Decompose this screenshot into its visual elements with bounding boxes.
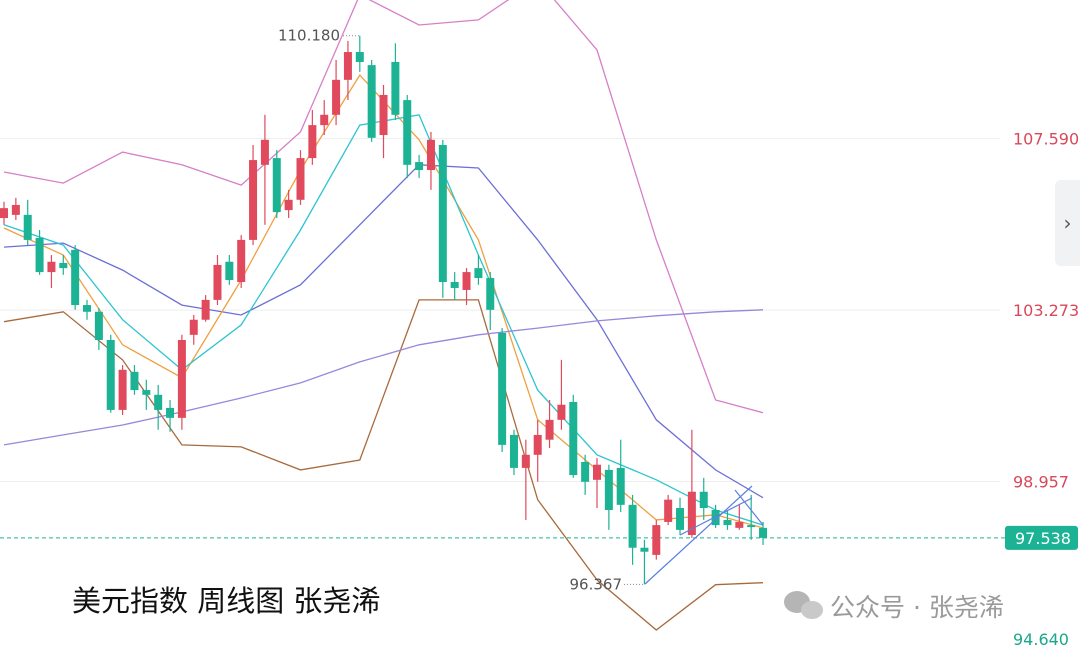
candle-body: [604, 469, 613, 511]
candle-body: [83, 305, 92, 312]
candle-body: [593, 464, 601, 480]
watermark-icon: [784, 591, 823, 619]
candle-body: [403, 100, 412, 165]
trend-line: [679, 497, 753, 536]
last-price-label: 97.538: [1015, 529, 1071, 548]
trend-line: [734, 489, 764, 526]
candle-body: [106, 340, 115, 410]
candle-body: [320, 114, 329, 126]
candle-body: [94, 311, 103, 341]
grid: [0, 138, 1005, 539]
candle-body: [652, 525, 661, 555]
candle-body: [735, 521, 744, 528]
candle-body: [723, 519, 732, 526]
last-price-box: [1005, 525, 1078, 550]
y-tick-label: 103.273: [1013, 301, 1079, 320]
min-label: 96.367: [570, 575, 623, 593]
candle-body: [249, 160, 258, 240]
candle-body: [23, 214, 32, 240]
candle-body: [71, 249, 80, 306]
candle-body: [225, 261, 234, 281]
labels: 107.590 103.273 98.957 94.640 97.538 110.180 9…: [278, 27, 1079, 649]
candle-body: [0, 208, 8, 219]
candles: [0, 35, 768, 585]
candle-body: [426, 139, 435, 171]
candle-body: [699, 491, 708, 509]
trend-line: [644, 485, 753, 585]
candle-body: [486, 278, 495, 310]
y-tick-label: 94.640: [1013, 630, 1069, 649]
y-tick-label: 107.590: [1013, 130, 1079, 149]
candle-body: [332, 79, 341, 115]
candle-body: [509, 434, 518, 468]
candle-body: [296, 158, 305, 200]
candle-body: [438, 144, 447, 283]
candle-body: [308, 125, 317, 159]
candle-body: [237, 239, 246, 283]
candle-body: [569, 401, 578, 476]
candle-body: [581, 461, 590, 482]
candle-body: [284, 199, 293, 211]
candle-body: [676, 508, 685, 530]
candle-body: [11, 204, 20, 215]
candle-body: [462, 272, 471, 290]
indicator-line: [3, 74, 764, 529]
expand-panel-button[interactable]: ›: [1055, 180, 1080, 266]
candle-body: [521, 454, 530, 468]
candle-body: [47, 261, 56, 273]
candle-body: [142, 390, 151, 395]
caption: 美元指数 周线图 张尧浠: [72, 584, 380, 618]
candle-body: [154, 394, 163, 410]
candle-body: [272, 158, 281, 213]
candle-body: [177, 340, 186, 418]
indicator-line: [3, 0, 764, 414]
candle-body: [711, 510, 720, 526]
candle-body: [640, 547, 649, 552]
candle-body: [474, 268, 483, 279]
candle-body: [260, 139, 269, 165]
max-label: 110.180: [278, 27, 340, 45]
candle-body: [343, 52, 352, 80]
candle-body: [533, 434, 542, 455]
candle-body: [450, 282, 459, 288]
candle-body: [616, 467, 625, 505]
y-tick-label: 98.957: [1013, 473, 1069, 492]
candle-body: [189, 319, 198, 335]
candle-body: [664, 499, 673, 522]
candle-body: [213, 264, 222, 300]
candle-body: [687, 491, 696, 536]
candle-body: [759, 527, 768, 538]
indicator-line: [3, 309, 764, 446]
candle-body: [498, 332, 507, 445]
indicator-line: [3, 114, 764, 526]
candle-body: [379, 94, 388, 136]
candle-body: [747, 525, 756, 528]
candle-body: [130, 371, 139, 391]
candle-body: [355, 52, 364, 62]
candle-body: [59, 262, 68, 269]
watermark: 公众号 · 张尧浠: [830, 593, 1004, 622]
candle-body: [367, 65, 376, 138]
candle-body: [166, 407, 175, 418]
candle-body: [391, 61, 400, 115]
candle-body: [545, 419, 554, 440]
candle-body: [201, 299, 210, 320]
candle-body: [557, 404, 566, 420]
candle-body: [118, 369, 127, 410]
candle-body: [415, 162, 424, 171]
indicator-line: [3, 164, 764, 499]
candle-body: [35, 237, 44, 273]
candle-body: [628, 504, 637, 548]
